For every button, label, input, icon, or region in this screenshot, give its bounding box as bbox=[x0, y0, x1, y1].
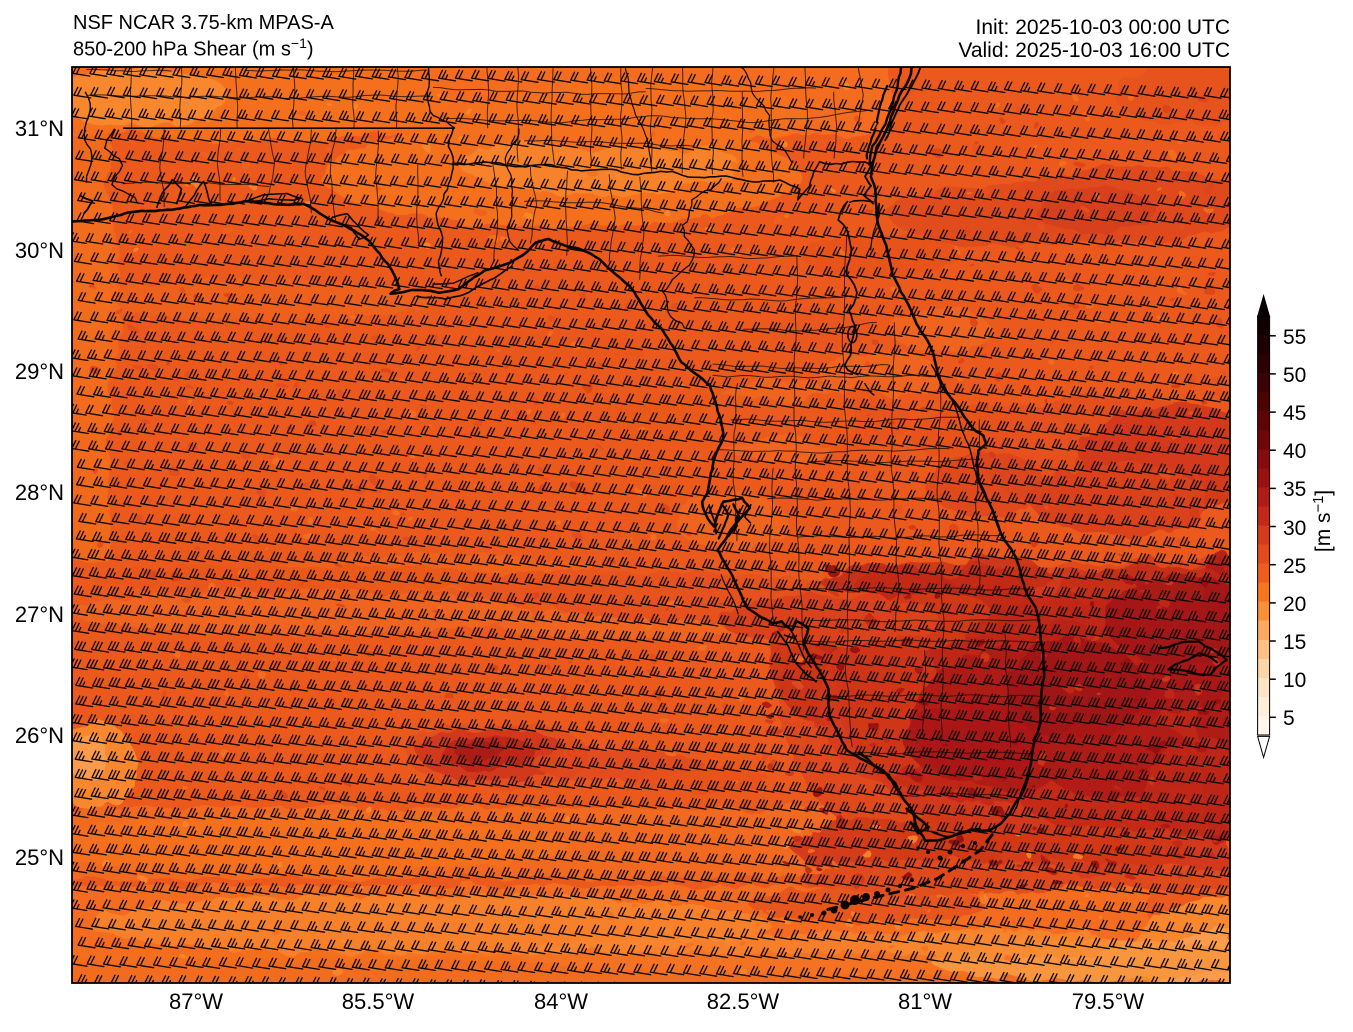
svg-text:84°W: 84°W bbox=[534, 989, 588, 1014]
svg-text:NSF NCAR 3.75-km MPAS-A: NSF NCAR 3.75-km MPAS-A bbox=[73, 12, 334, 34]
svg-text:45: 45 bbox=[1283, 402, 1306, 425]
svg-text:31°N: 31°N bbox=[15, 116, 64, 141]
svg-text:85.5°W: 85.5°W bbox=[342, 989, 415, 1014]
svg-text:81°W: 81°W bbox=[898, 989, 952, 1014]
svg-text:Init: 2025-10-03 00:00 UTC: Init: 2025-10-03 00:00 UTC bbox=[976, 16, 1230, 39]
svg-text:Valid: 2025-10-03 16:00 UTC: Valid: 2025-10-03 16:00 UTC bbox=[958, 39, 1230, 62]
svg-text:30: 30 bbox=[1283, 517, 1306, 540]
svg-text:20: 20 bbox=[1283, 593, 1306, 616]
svg-text:40: 40 bbox=[1283, 440, 1306, 463]
svg-text:850-200 hPa Shear (m s−1): 850-200 hPa Shear (m s−1) bbox=[73, 35, 314, 61]
svg-text:15: 15 bbox=[1283, 631, 1306, 654]
svg-text:79.5°W: 79.5°W bbox=[1072, 989, 1145, 1014]
svg-text:87°W: 87°W bbox=[169, 989, 223, 1014]
svg-text:29°N: 29°N bbox=[15, 359, 64, 384]
svg-text:30°N: 30°N bbox=[15, 238, 64, 263]
svg-text:82.5°W: 82.5°W bbox=[707, 989, 780, 1014]
svg-text:10: 10 bbox=[1283, 669, 1306, 692]
svg-text:25°N: 25°N bbox=[15, 845, 64, 870]
svg-text:25: 25 bbox=[1283, 555, 1306, 578]
svg-text:26°N: 26°N bbox=[15, 723, 64, 748]
svg-text:55: 55 bbox=[1283, 326, 1306, 349]
svg-text:5: 5 bbox=[1283, 707, 1295, 730]
svg-text:50: 50 bbox=[1283, 364, 1306, 387]
svg-text:27°N: 27°N bbox=[15, 602, 64, 627]
svg-text:35: 35 bbox=[1283, 478, 1306, 501]
svg-text:28°N: 28°N bbox=[15, 480, 64, 505]
